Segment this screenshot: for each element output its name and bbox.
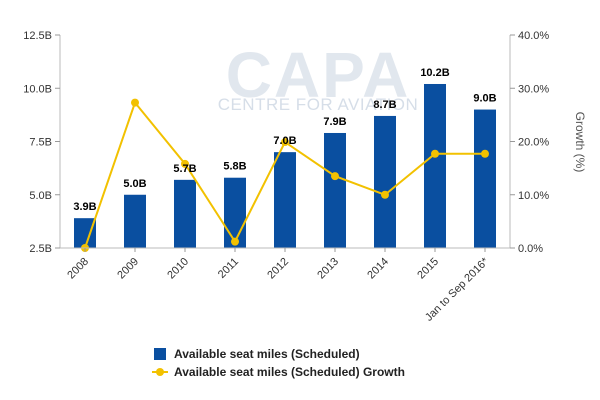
legend-label-bars: Available seat miles (Scheduled) bbox=[174, 347, 360, 361]
growth-point-2014 bbox=[381, 190, 389, 199]
right-tick-label: 40.0% bbox=[518, 30, 549, 42]
right-tick-label: 0.0% bbox=[518, 243, 543, 255]
growth-point-2011 bbox=[231, 237, 239, 246]
growth-point-jan-to-sep-2016- bbox=[481, 149, 489, 158]
legend-line-swatch bbox=[152, 366, 168, 378]
bar-2015 bbox=[424, 83, 446, 249]
watermark-subtitle: CENTRE FOR AVIATION bbox=[218, 95, 419, 114]
bar-2009 bbox=[124, 194, 146, 248]
left-tick-label: 10.0B bbox=[23, 83, 52, 95]
x-tick-label: 2012 bbox=[265, 256, 291, 282]
bar-2013 bbox=[324, 132, 346, 248]
bar-value-label: 5.0B bbox=[123, 178, 146, 190]
left-tick-label: 12.5B bbox=[23, 30, 52, 42]
left-tick-label: 7.5B bbox=[29, 137, 52, 149]
bar-value-label: 3.9B bbox=[73, 201, 96, 213]
x-tick-label: 2014 bbox=[365, 256, 391, 282]
watermark-logo: CAPA bbox=[226, 39, 411, 111]
right-tick-label: 10.0% bbox=[518, 190, 549, 202]
right-tick-label: 30.0% bbox=[518, 83, 549, 95]
bar-2008 bbox=[74, 218, 96, 248]
growth-line-group bbox=[81, 98, 489, 252]
bar-value-label: 10.2B bbox=[420, 67, 449, 79]
bar-value-label: 5.8B bbox=[223, 161, 246, 173]
bar-value-label: 9.0B bbox=[473, 93, 496, 105]
right-tick-label: 20.0% bbox=[518, 137, 549, 149]
x-tick-label: 2015 bbox=[415, 256, 441, 282]
bar-2014 bbox=[374, 115, 396, 248]
data-labels-group: 3.9B 5.0B 5.7B 5.8B 7.0B 7.9B 8.7B 10.2B 9.0B bbox=[73, 67, 496, 213]
bar-value-label: 5.7B bbox=[173, 163, 196, 175]
right-axis-title: Growth (%) bbox=[573, 112, 587, 173]
x-tick-label: 2011 bbox=[216, 256, 241, 281]
bar-2011 bbox=[224, 177, 246, 248]
legend: Available seat miles (Scheduled) Availab… bbox=[152, 345, 405, 381]
bar-2010 bbox=[174, 179, 196, 248]
x-tick-label: 2013 bbox=[315, 256, 341, 282]
bar-2012 bbox=[274, 152, 296, 248]
growth-point-2012 bbox=[281, 138, 289, 147]
x-tick-label: 2010 bbox=[165, 256, 191, 282]
growth-point-2009 bbox=[131, 98, 139, 107]
x-tick-label: 2008 bbox=[65, 256, 91, 282]
legend-bar-swatch bbox=[154, 348, 166, 360]
bar-value-label: 8.7B bbox=[373, 99, 396, 111]
bar-jan-to-sep-2016- bbox=[474, 109, 496, 248]
bar-value-label: 7.0B bbox=[273, 135, 296, 147]
growth-point-2013 bbox=[331, 172, 339, 181]
growth-point-2015 bbox=[431, 149, 439, 158]
legend-label-line: Available seat miles (Scheduled) Growth bbox=[174, 365, 405, 379]
growth-point-2010 bbox=[181, 159, 189, 168]
x-tick-label: 2009 bbox=[115, 256, 141, 282]
legend-item-line: Available seat miles (Scheduled) Growth bbox=[152, 363, 405, 381]
legend-item-bars: Available seat miles (Scheduled) bbox=[152, 345, 405, 363]
left-tick-label: 5.0B bbox=[29, 190, 52, 202]
left-tick-label: 2.5B bbox=[29, 243, 52, 255]
bar-value-label: 7.9B bbox=[323, 116, 346, 128]
